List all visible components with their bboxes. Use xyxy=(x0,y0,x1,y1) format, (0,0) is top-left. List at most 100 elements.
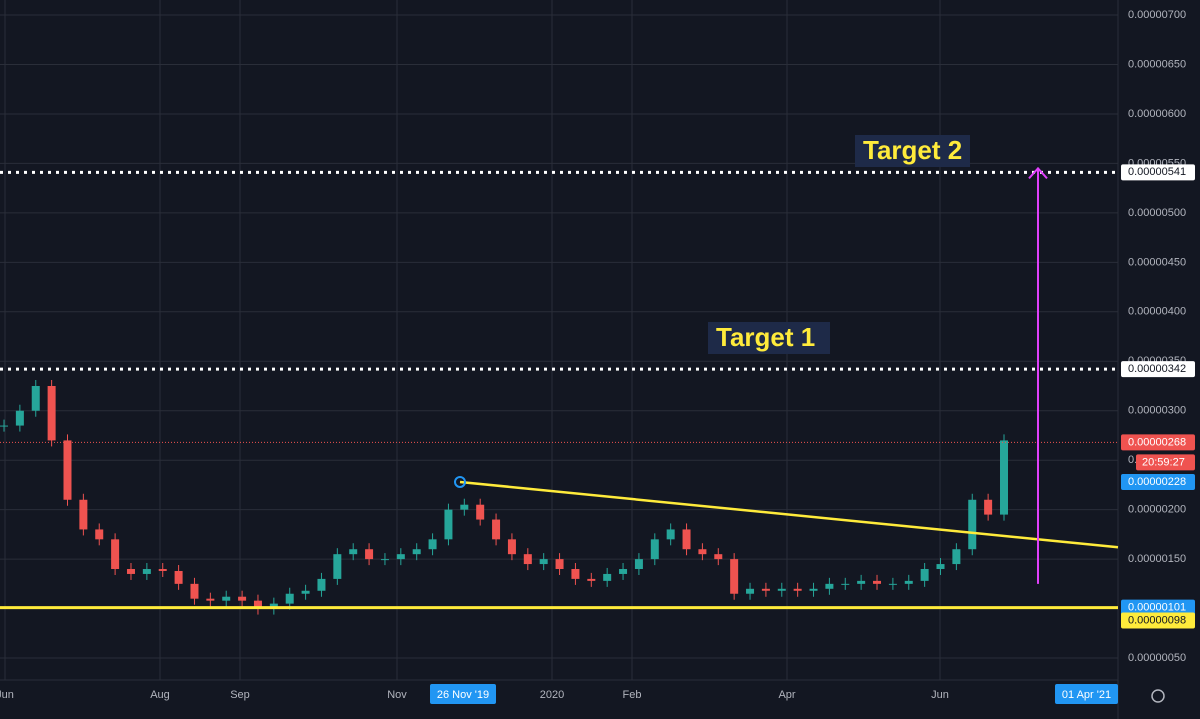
candle xyxy=(238,596,247,601)
candle xyxy=(317,578,326,591)
target-label: Target 1 xyxy=(716,322,815,352)
trendline xyxy=(459,480,1119,549)
candle xyxy=(619,569,628,574)
candle xyxy=(412,549,421,555)
x-tick-label: Jun xyxy=(0,689,14,701)
candle xyxy=(396,554,405,560)
y-tick-label: 0.00000300 xyxy=(1128,405,1186,417)
candle xyxy=(365,549,374,560)
candle xyxy=(126,569,135,574)
date-badge: 26 Nov '19 xyxy=(437,689,489,701)
candle xyxy=(539,559,548,565)
candle xyxy=(634,559,643,570)
candle xyxy=(571,569,580,579)
candle xyxy=(555,559,564,570)
candle xyxy=(47,385,56,441)
y-tick-label: 0.00000500 xyxy=(1128,207,1186,219)
trendline-badge-bg xyxy=(1121,473,1195,490)
candle xyxy=(333,554,342,579)
candle xyxy=(15,410,24,426)
last-price-badge-bg xyxy=(1121,434,1195,451)
candle xyxy=(730,559,739,594)
candle xyxy=(253,600,262,609)
price-badge: 0.00000342 xyxy=(1128,363,1186,375)
y-tick-label: 0.00000200 xyxy=(1128,504,1186,516)
date-badge: 01 Apr '21 xyxy=(1062,689,1111,701)
candle xyxy=(428,539,437,550)
candle xyxy=(841,583,850,585)
y-tick-label: 0.00000650 xyxy=(1128,58,1186,70)
y-tick-label: 0.00000150 xyxy=(1128,553,1186,565)
candle xyxy=(31,385,40,411)
price-badge: 0.00000541 xyxy=(1128,166,1186,178)
candle xyxy=(746,588,755,594)
candle xyxy=(888,583,897,585)
candle xyxy=(380,559,389,561)
trendline-badge: 0.00000228 xyxy=(1128,476,1186,488)
candle xyxy=(301,590,310,594)
candle xyxy=(492,519,501,540)
candle xyxy=(984,499,993,515)
candle xyxy=(603,573,612,581)
target-label-bg xyxy=(708,322,830,354)
arrow-head xyxy=(1028,166,1048,180)
candle xyxy=(206,598,215,601)
candle xyxy=(761,588,770,591)
y-tick-label: 0.00000600 xyxy=(1128,108,1186,120)
low-badge-bg xyxy=(1121,612,1195,629)
candle xyxy=(650,539,659,560)
target-label-bg xyxy=(855,135,970,167)
candle xyxy=(142,569,151,574)
candle xyxy=(952,549,961,565)
candle xyxy=(857,580,866,584)
candle xyxy=(95,529,104,540)
x-tick-label: Feb xyxy=(623,689,642,701)
price-badge-bg xyxy=(1121,164,1195,181)
candle xyxy=(682,529,691,550)
candle xyxy=(444,509,453,540)
candle xyxy=(507,539,516,555)
candle xyxy=(1000,440,1008,515)
candle xyxy=(111,539,120,570)
y-tick-label: 0.00000700 xyxy=(1128,9,1186,21)
price-badge-bg xyxy=(1121,361,1195,378)
low-badge: 0.00000098 xyxy=(1128,614,1186,626)
candle xyxy=(222,596,231,601)
last-price-badge: 0.00000268 xyxy=(1128,436,1186,448)
countdown-bg xyxy=(1136,454,1195,471)
candle xyxy=(190,583,199,599)
candle xyxy=(174,570,183,584)
candle xyxy=(158,569,167,571)
candle xyxy=(904,580,913,584)
candle xyxy=(968,499,977,550)
x-tick-label: Jun xyxy=(931,689,949,701)
target-label: Target 2 xyxy=(863,135,962,165)
y-tick-label: 0.00000050 xyxy=(1128,652,1186,664)
candle xyxy=(460,504,469,510)
candle xyxy=(777,588,786,591)
x-tick-label: 2020 xyxy=(540,689,564,701)
candle xyxy=(698,549,707,555)
candle xyxy=(285,593,294,604)
x-tick-label: Apr xyxy=(778,689,795,701)
candle xyxy=(920,569,929,581)
candle xyxy=(873,580,882,584)
x-tick-label: Sep xyxy=(230,689,250,701)
candle xyxy=(523,554,532,565)
candle xyxy=(0,425,8,427)
candle xyxy=(63,440,72,500)
x-tick-label: Nov xyxy=(387,689,407,701)
x-tick-label: Aug xyxy=(150,689,170,701)
candle xyxy=(936,564,945,570)
candle xyxy=(714,554,723,560)
candle xyxy=(793,588,802,591)
date-badge-bg xyxy=(1055,684,1118,704)
date-badge-bg xyxy=(430,684,496,704)
candle xyxy=(825,583,834,589)
candle xyxy=(349,549,358,555)
settings-icon[interactable] xyxy=(1151,689,1165,703)
candle xyxy=(666,529,675,540)
y-tick-label: 0.00000450 xyxy=(1128,256,1186,268)
